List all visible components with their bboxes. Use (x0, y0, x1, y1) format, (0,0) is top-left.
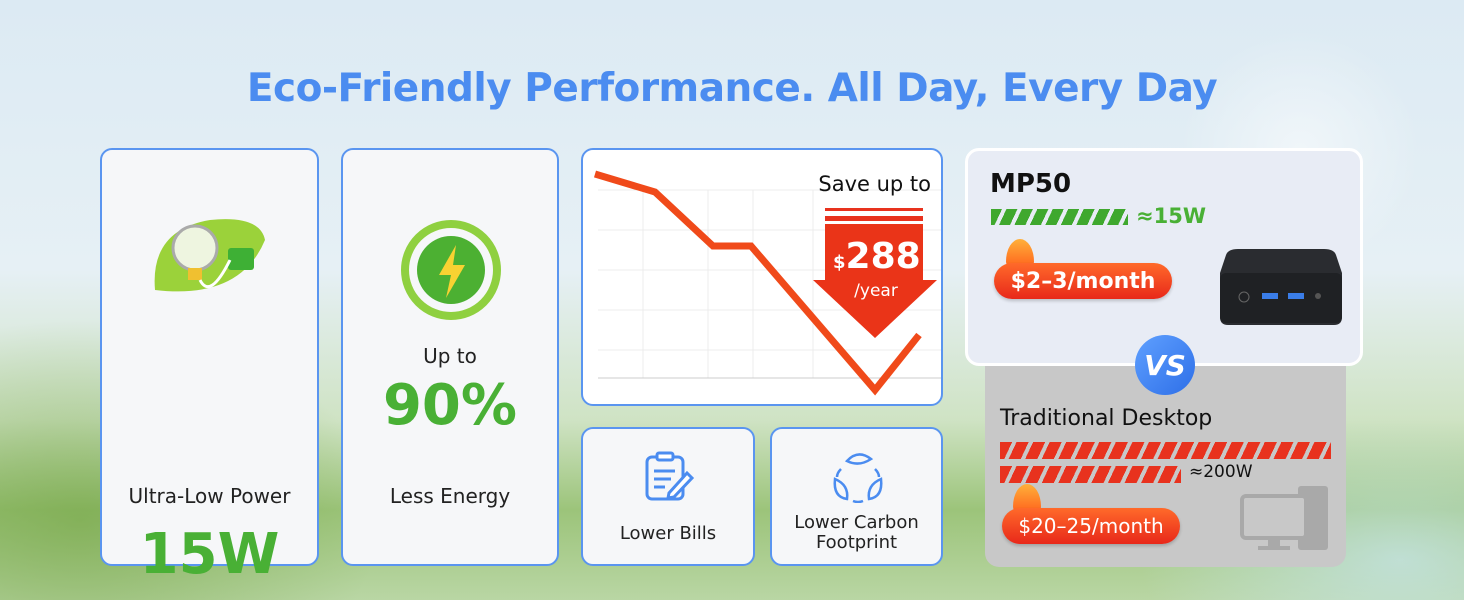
energy-label: Less Energy (389, 484, 511, 508)
savings-amount: $288 (833, 236, 921, 277)
energy-card: Up to 90% Less Energy (341, 148, 559, 566)
desktop-power: ≈200W (1189, 462, 1253, 482)
mp50-card: MP50 ≈15W $2–3/month (965, 148, 1363, 366)
energy-value: 90% (382, 373, 518, 438)
benefit-lower-carbon: Lower Carbon Footprint (770, 427, 943, 566)
product-power: ≈15W (1136, 204, 1206, 228)
power-label: Ultra-Low Power (128, 484, 291, 508)
power-value: 15W (139, 522, 280, 587)
recycle-leaves-icon (833, 453, 883, 503)
clipboard-edit-icon (645, 451, 695, 501)
savings-card: Save up to $288 /year (581, 148, 943, 406)
benefit-label: Lower Carbon Footprint (794, 512, 919, 553)
product-name: MP50 (990, 169, 1072, 199)
amount: 288 (845, 236, 921, 277)
mini-pc-image (1220, 249, 1342, 325)
vs-badge: VS (1135, 335, 1195, 395)
desktop-computer-icon (1240, 486, 1328, 550)
desktop-card: Traditional Desktop ≈200W $20–25/month (985, 362, 1346, 567)
desktop-name: Traditional Desktop (1000, 406, 1213, 431)
power-bar-red-1 (1000, 442, 1331, 459)
product-cost: $2–3/month (994, 263, 1172, 299)
lightning-energy-icon (401, 220, 501, 320)
benefit-lower-bills: Lower Bills (581, 427, 755, 566)
desktop-cost: $20–25/month (1002, 508, 1180, 544)
energy-prefix: Up to (423, 344, 477, 368)
power-card: 15W Ultra-Low Power (100, 148, 319, 587)
currency: $ (833, 252, 846, 273)
benefit-label: Lower Bills (619, 523, 717, 544)
savings-period: /year (854, 281, 898, 301)
page-title: Eco-Friendly Performance. All Day, Every… (246, 66, 1218, 111)
decline-graph (593, 170, 941, 396)
savings-heading: Save up to (818, 172, 931, 196)
bulb-plug-leaf-icon (154, 219, 265, 292)
down-arrow-icon (813, 208, 937, 338)
power-bar-green (991, 209, 1128, 225)
power-bar-red-2 (1000, 466, 1181, 483)
